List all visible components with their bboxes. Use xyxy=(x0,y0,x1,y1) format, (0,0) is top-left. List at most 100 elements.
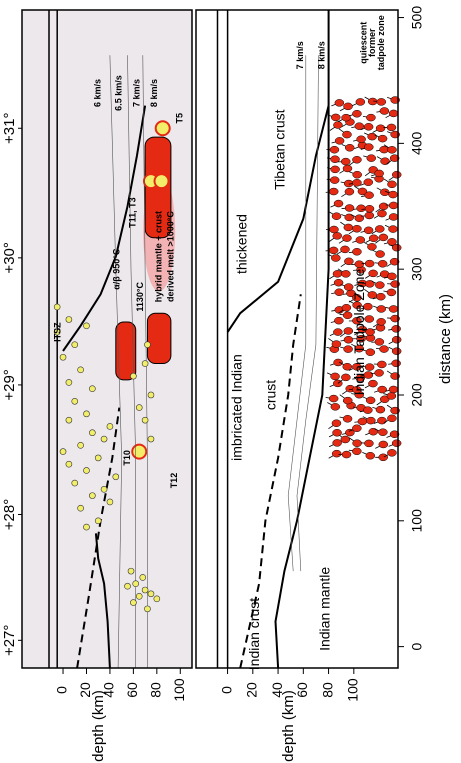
x-tick-label: 500 xyxy=(409,6,425,30)
tadpole xyxy=(367,243,376,250)
tadpole xyxy=(329,247,338,254)
earthquake xyxy=(83,411,89,417)
earthquake xyxy=(144,606,150,612)
earthquake xyxy=(89,493,95,499)
y-tick-label: 80 xyxy=(319,682,335,698)
panel: 6 km/s6.5 km/s7 km/s8 km/sT5T11, T3hybri… xyxy=(1,10,192,762)
tadpole xyxy=(363,407,372,414)
earthquake xyxy=(95,455,101,461)
tadpole xyxy=(389,226,398,233)
tadpole xyxy=(377,361,386,368)
y-tick-label: 100 xyxy=(171,678,187,702)
tadpole xyxy=(367,155,376,162)
y-tick-label: 0 xyxy=(54,686,70,694)
tadpole xyxy=(332,341,341,348)
earthquake xyxy=(54,304,60,310)
earthquake xyxy=(66,379,72,385)
tadpole xyxy=(329,395,338,402)
earthquake xyxy=(78,367,84,373)
annotation: Tibetan crust xyxy=(271,109,287,190)
tadpole xyxy=(355,123,364,130)
annotation: 7 km/s xyxy=(131,79,141,107)
earthquake xyxy=(144,342,150,348)
earthquake xyxy=(66,461,72,467)
earthquake xyxy=(89,430,95,436)
annotation: T11, T3 xyxy=(128,197,138,228)
tadpole xyxy=(342,235,351,242)
earthquake xyxy=(83,467,89,473)
tadpole xyxy=(387,124,396,131)
annotation: α/β 950°C xyxy=(111,248,121,290)
tadpole xyxy=(335,137,344,144)
annotation: crust xyxy=(262,380,278,410)
panel: thickenedTibetan crustimbricated Indianc… xyxy=(196,6,454,762)
tadpole xyxy=(389,213,398,220)
tadpole xyxy=(376,125,385,132)
tadpole xyxy=(335,99,344,106)
tadpole xyxy=(340,246,349,253)
earthquake xyxy=(95,518,101,524)
earthquake xyxy=(89,386,95,392)
earthquake xyxy=(142,587,148,593)
earthquake xyxy=(78,505,84,511)
annotation: T5 xyxy=(175,113,185,124)
earthquake xyxy=(83,323,89,329)
earthquake xyxy=(125,583,131,589)
tadpole xyxy=(375,369,384,376)
tadpole xyxy=(387,449,396,456)
tadpole xyxy=(389,305,398,312)
tadpole xyxy=(342,131,351,138)
tadpole xyxy=(344,224,353,231)
tadpole xyxy=(352,156,361,163)
tadpole xyxy=(333,232,342,239)
tadpole xyxy=(392,325,401,332)
annotation: 7 km/s xyxy=(295,41,305,69)
tadpole xyxy=(352,225,361,232)
tadpole xyxy=(333,429,342,436)
tadpole xyxy=(341,436,350,443)
annotation: ITSZ xyxy=(53,322,63,342)
tadpole xyxy=(332,420,341,427)
tadpole xyxy=(375,170,384,177)
tadpole xyxy=(378,429,387,436)
tadpole xyxy=(352,248,361,255)
earthquake xyxy=(107,423,113,429)
tadpole xyxy=(343,397,352,404)
tadpole xyxy=(334,317,343,324)
tadpole xyxy=(375,282,384,289)
tadpole xyxy=(357,136,366,143)
y-axis-label: depth (km) xyxy=(280,690,297,762)
tadpole xyxy=(365,205,374,212)
annotation: 8 km/s xyxy=(317,41,327,69)
tadpole xyxy=(332,213,341,220)
tadpole xyxy=(389,202,398,209)
y-tick-label: 20 xyxy=(244,682,260,698)
earthquake xyxy=(72,342,78,348)
tadpole xyxy=(342,451,351,458)
earthquake xyxy=(83,524,89,530)
tadpole xyxy=(377,210,386,217)
tadpole xyxy=(345,205,354,212)
tadpole xyxy=(379,441,388,448)
annotation: T12 xyxy=(169,473,179,489)
y-tick-label: 60 xyxy=(124,682,140,698)
earthquake xyxy=(113,474,119,480)
tadpole xyxy=(377,305,386,312)
annotation: 8 km/s xyxy=(149,79,159,107)
earthquake xyxy=(72,398,78,404)
tadpole xyxy=(366,114,375,121)
x2-tick-label: +27° xyxy=(1,625,18,656)
tadpole xyxy=(356,98,365,105)
tadpole xyxy=(375,338,384,345)
annotation: derived melt >1000°C xyxy=(165,211,175,302)
tadpole xyxy=(387,415,396,422)
tadpole xyxy=(356,236,365,243)
tadpole xyxy=(334,359,343,366)
tadpole xyxy=(366,349,375,356)
tadpole xyxy=(377,318,386,325)
tadpole xyxy=(378,135,387,142)
melt-body xyxy=(147,313,170,363)
tadpole xyxy=(381,158,390,165)
tadpole xyxy=(392,360,401,367)
tadpole xyxy=(376,293,385,300)
